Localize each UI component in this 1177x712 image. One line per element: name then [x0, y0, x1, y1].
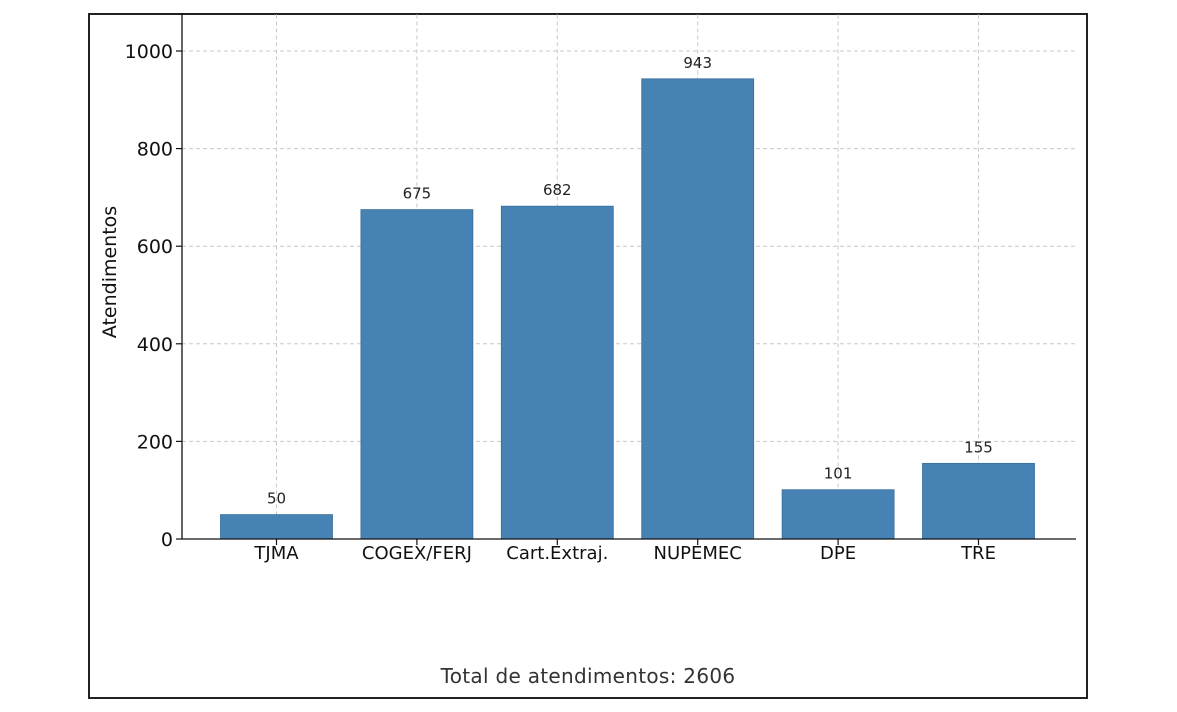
- y-tick-label: 400: [137, 334, 173, 356]
- bar: [500, 205, 614, 540]
- y-tick-label: 1000: [125, 41, 173, 63]
- bar: [360, 209, 474, 540]
- y-tick-label: 0: [161, 529, 173, 551]
- y-tick-label: 200: [137, 431, 173, 453]
- data-label: 675: [403, 185, 432, 203]
- bar: [220, 514, 333, 540]
- x-tick-label: TJMA: [253, 543, 299, 564]
- data-label: 101: [824, 465, 853, 483]
- data-label: 943: [683, 54, 712, 72]
- x-tick-label: Cart.Extraj.: [506, 543, 608, 564]
- x-tick-label: TRE: [960, 543, 996, 564]
- x-tick-label: NUPEMEC: [654, 543, 742, 564]
- bars: [220, 78, 1035, 540]
- bar: [641, 78, 755, 540]
- y-tick-label: 800: [137, 139, 173, 161]
- grid: [182, 14, 1076, 539]
- data-label: 682: [543, 181, 572, 199]
- bar: [781, 489, 895, 540]
- data-label: 50: [267, 490, 286, 508]
- x-tick-label: COGEX/FERJ: [362, 543, 472, 564]
- labels: 0 200 400 600 800 1000 50 TJMA 675 COGEX/FERJ 682 C…: [125, 41, 996, 564]
- y-tick-label: 600: [137, 236, 173, 258]
- total-caption: Total de atendimentos: 2606: [440, 664, 736, 688]
- y-axis-label: Atendimentos: [99, 206, 121, 338]
- axes: [176, 13, 1076, 545]
- bar: [922, 462, 1035, 540]
- data-label: 155: [964, 438, 993, 456]
- x-tick-label: DPE: [820, 543, 856, 564]
